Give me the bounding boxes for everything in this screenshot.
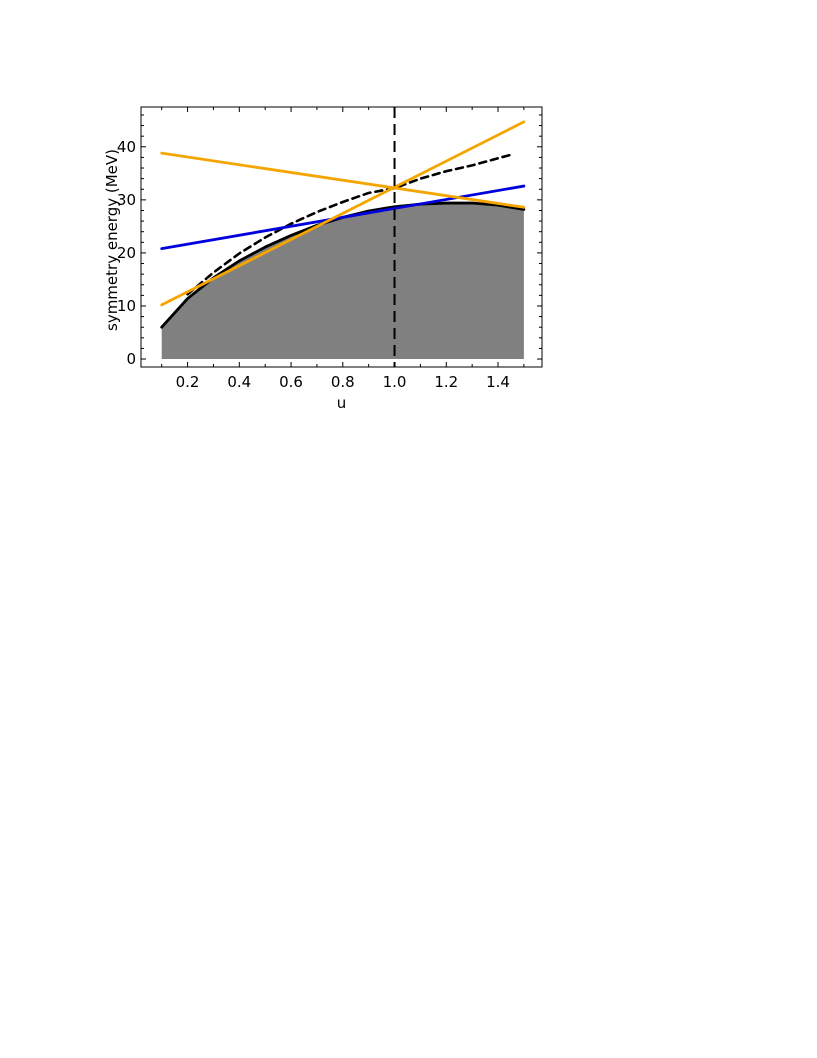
y-tick-label: 40: [117, 138, 136, 156]
x-tick-label: 1.0: [383, 373, 407, 391]
series-orange-rising-line: [160, 120, 526, 307]
x-tick-label: 0.4: [227, 373, 251, 391]
series-orange-falling-line: [160, 151, 526, 209]
x-tick-label: 0.8: [331, 373, 355, 391]
x-tick-label: 0.2: [176, 373, 200, 391]
plot-area: [160, 107, 526, 367]
axis-ticks: 0.2 0.4 0.6 0.8 1.0 1.2 1.4 0 10 20 30 40: [117, 107, 542, 391]
y-tick-label: 10: [117, 297, 136, 315]
plot-frame: [140, 106, 543, 368]
x-axis-label: u: [337, 394, 347, 412]
y-axis-label: symmetry energy (MeV): [103, 149, 121, 331]
shaded-region: [161, 203, 524, 360]
y-tick-label: 20: [117, 244, 136, 262]
y-tick-label: 0: [126, 350, 136, 368]
y-tick-label: 30: [117, 191, 136, 209]
x-tick-label: 0.6: [279, 373, 303, 391]
series-blue-line: [160, 184, 526, 251]
x-tick-label: 1.2: [434, 373, 458, 391]
series-dashed-black-curve: [186, 153, 513, 296]
x-tick-label: 1.4: [486, 373, 510, 391]
